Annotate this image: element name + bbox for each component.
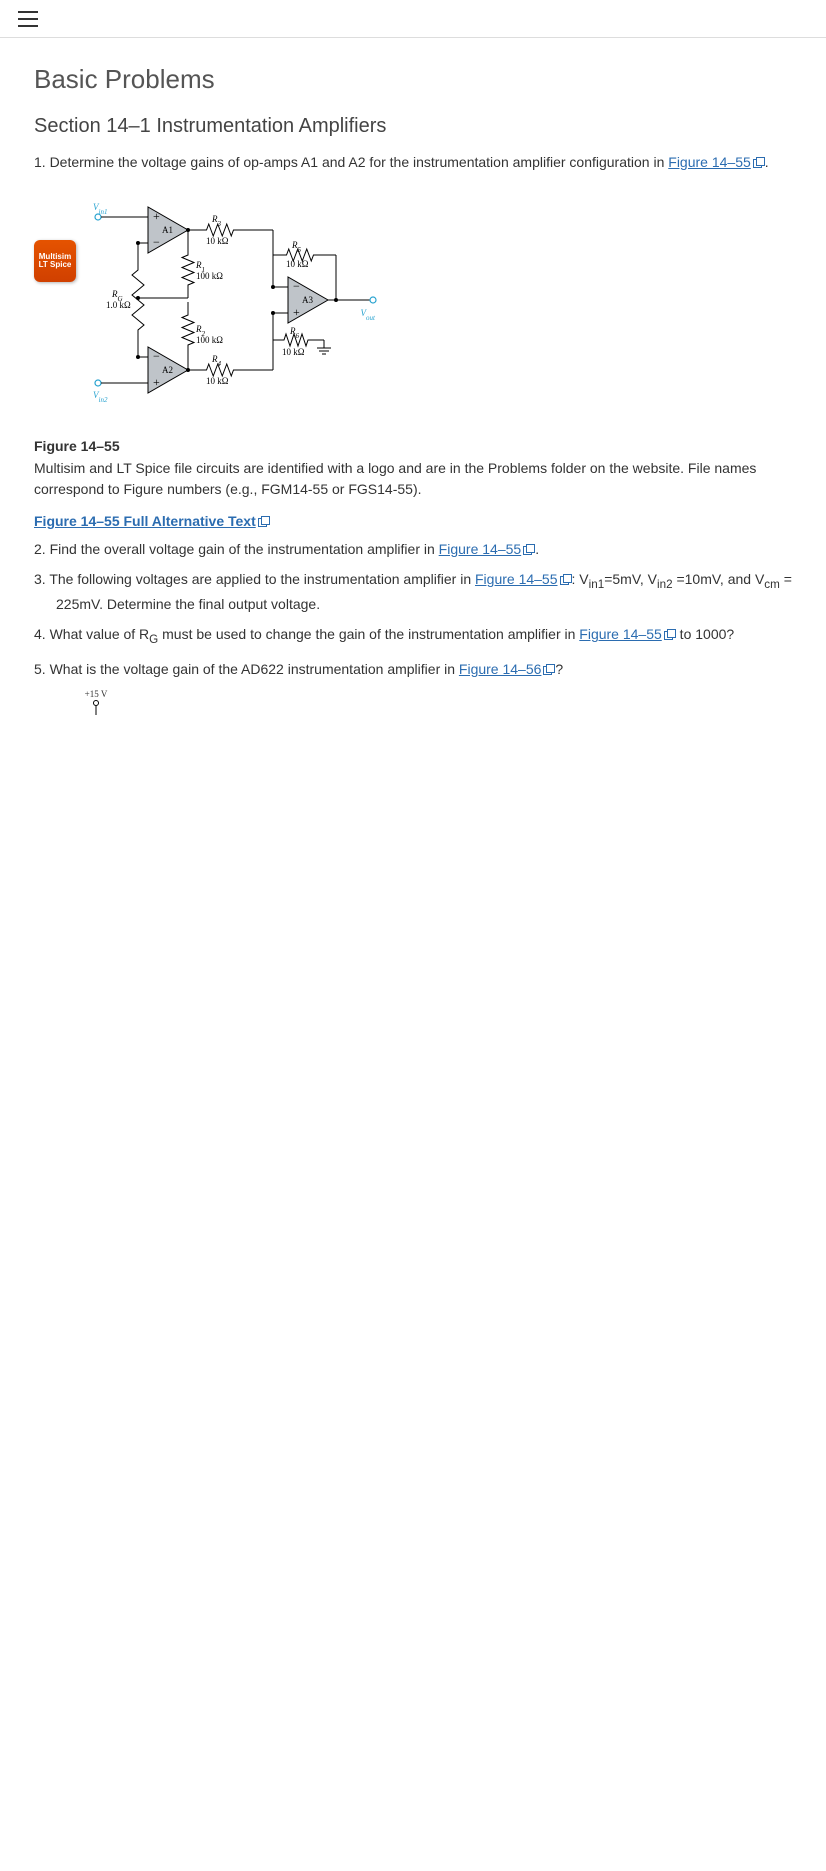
circuit-diagram: +−A1−+A2RG1.0 kΩR1100 kΩR2100 kΩR310 kΩR… [88,190,388,420]
svg-text:−: − [153,235,160,249]
svg-text:+: + [293,305,300,319]
svg-text:−: − [153,349,160,363]
popup-icon [560,574,572,585]
svg-text:R3: R3 [211,214,222,228]
svg-text:10 kΩ: 10 kΩ [206,236,229,246]
svg-text:100 kΩ: 100 kΩ [196,335,223,345]
svg-text:+: + [153,375,160,389]
supply-label: +15 V [56,689,136,699]
svg-text:10 kΩ: 10 kΩ [206,376,229,386]
popup-icon [543,664,555,675]
partial-figure-14-56: +15 V [56,689,136,717]
svg-text:R4: R4 [211,354,222,368]
popup-icon [664,629,676,640]
sim-software-badge: Multisim LT Spice [34,240,76,282]
figure-label: Figure 14–55 [34,438,792,454]
figure-link[interactable]: Figure 14–55 [439,541,536,557]
svg-text:Vin1: Vin1 [93,202,107,216]
question-1: 1. Determine the voltage gains of op-amp… [34,152,792,172]
svg-text:Vout: Vout [361,308,377,322]
svg-text:−: − [293,279,300,293]
section-heading: Section 14–1 Instrumentation Amplifiers [34,115,792,138]
svg-text:1.0 kΩ: 1.0 kΩ [106,300,131,310]
question-4: 4. What value of RG must be used to chan… [34,624,792,649]
svg-text:A3: A3 [302,295,313,305]
question-3: 3. The following voltages are applied to… [34,569,792,614]
figure-link[interactable]: Figure 14–55 [668,154,765,170]
svg-text:R6: R6 [289,326,300,340]
question-5: 5. What is the voltage gain of the AD622… [34,659,792,679]
svg-text:Vin2: Vin2 [93,390,108,404]
q1-text: 1. Determine the voltage gains of op-amp… [34,154,668,170]
svg-text:A2: A2 [162,365,173,375]
svg-text:A1: A1 [162,225,173,235]
figure-link[interactable]: Figure 14–55 [579,626,676,642]
menu-icon[interactable] [18,11,38,27]
figure-description: Multisim and LT Spice file circuits are … [34,458,792,499]
popup-icon [258,516,270,527]
figure-alt-text-link[interactable]: Figure 14–55 Full Alternative Text [34,513,792,529]
page-title: Basic Problems [34,64,792,95]
svg-text:100 kΩ: 100 kΩ [196,271,223,281]
figure-link[interactable]: Figure 14–55 [475,571,572,587]
svg-text:10 kΩ: 10 kΩ [286,259,309,269]
svg-text:10 kΩ: 10 kΩ [282,347,305,357]
popup-icon [523,544,535,555]
figure-link[interactable]: Figure 14–56 [459,661,556,677]
popup-icon [753,157,765,168]
svg-text:+: + [153,209,160,223]
question-2: 2. Find the overall voltage gain of the … [34,539,792,559]
